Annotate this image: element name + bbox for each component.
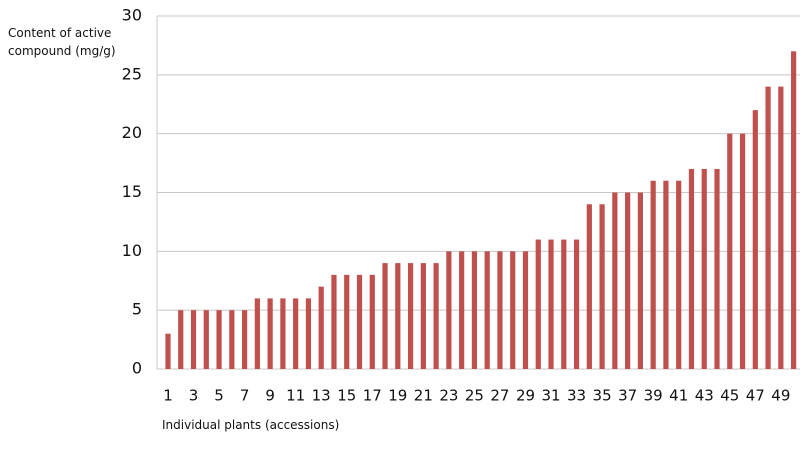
x-tick-label: 9 [265, 387, 275, 405]
bar [752, 110, 758, 369]
bar [637, 192, 643, 369]
bar [459, 251, 465, 369]
x-tick-label: 21 [414, 387, 433, 405]
bar [625, 192, 631, 369]
x-tick-label: 5 [214, 387, 224, 405]
y-tick-label: 0 [132, 359, 142, 378]
bar [407, 263, 414, 369]
bar [497, 251, 503, 369]
x-tick-label: 35 [593, 387, 612, 405]
x-tick-label: 33 [567, 387, 586, 405]
bar [293, 298, 299, 369]
bar [433, 263, 439, 369]
x-tick-label: 45 [720, 387, 739, 405]
bar [650, 180, 656, 369]
bar [510, 251, 516, 369]
bar [203, 310, 209, 369]
y-tick-label: 30 [122, 6, 142, 25]
bar [267, 298, 273, 369]
bar [254, 298, 260, 369]
bar [573, 239, 580, 369]
bar [599, 204, 605, 369]
bar [305, 298, 312, 369]
x-tick-label: 1 [163, 387, 173, 405]
x-tick-label: 15 [337, 387, 356, 405]
bar [178, 310, 184, 369]
bar [522, 251, 529, 369]
x-tick-label: 31 [541, 387, 560, 405]
y-tick-label: 5 [132, 300, 142, 319]
x-tick-label: 13 [312, 387, 331, 405]
bar [229, 310, 235, 369]
bar [344, 274, 350, 369]
x-tick-label: 29 [516, 387, 535, 405]
x-tick-label: 27 [490, 387, 509, 405]
x-tick-label: 39 [644, 387, 663, 405]
y-tick-label: 20 [122, 123, 142, 142]
bar [318, 286, 324, 369]
bar [688, 168, 695, 369]
bar [765, 86, 771, 369]
bar [548, 239, 554, 369]
x-tick-label: 43 [695, 387, 714, 405]
bar [714, 168, 720, 369]
bar [561, 239, 567, 369]
x-tick-label: 47 [746, 387, 765, 405]
x-tick-label: 7 [240, 387, 250, 405]
bar [190, 310, 197, 369]
bar [395, 263, 401, 369]
x-tick-label: 37 [618, 387, 637, 405]
x-tick-label: 11 [286, 387, 305, 405]
bar [586, 204, 592, 369]
bar [727, 133, 733, 369]
bar [676, 180, 682, 369]
y-tick-label: 25 [122, 64, 142, 83]
bar [369, 274, 375, 369]
bar [739, 133, 746, 369]
y-axis-label: Content of active compound (mg/g) [8, 26, 116, 58]
y-tick-label: 15 [122, 182, 142, 201]
bar [420, 263, 426, 369]
y-tick-label: 10 [122, 241, 142, 260]
bar [216, 310, 222, 369]
bar [331, 274, 337, 369]
bar [382, 263, 388, 369]
x-tick-label: 49 [771, 387, 790, 405]
bar [484, 251, 490, 369]
x-axis-label: Individual plants (accessions) [162, 418, 340, 432]
x-tick-label: 17 [363, 387, 382, 405]
bar [446, 251, 452, 369]
bar [535, 239, 541, 369]
x-tick-label: 23 [439, 387, 458, 405]
bar [612, 192, 618, 369]
bar [241, 310, 248, 369]
bar [165, 333, 171, 369]
x-tick-label: 3 [189, 387, 199, 405]
bar [701, 168, 707, 369]
x-tick-label: 41 [669, 387, 688, 405]
bar [356, 274, 363, 369]
bar [778, 86, 784, 369]
x-tick-label: 19 [388, 387, 407, 405]
bar [471, 251, 478, 369]
bar [663, 180, 669, 369]
bar [280, 298, 286, 369]
x-tick-label: 25 [465, 387, 484, 405]
bar [791, 51, 797, 370]
